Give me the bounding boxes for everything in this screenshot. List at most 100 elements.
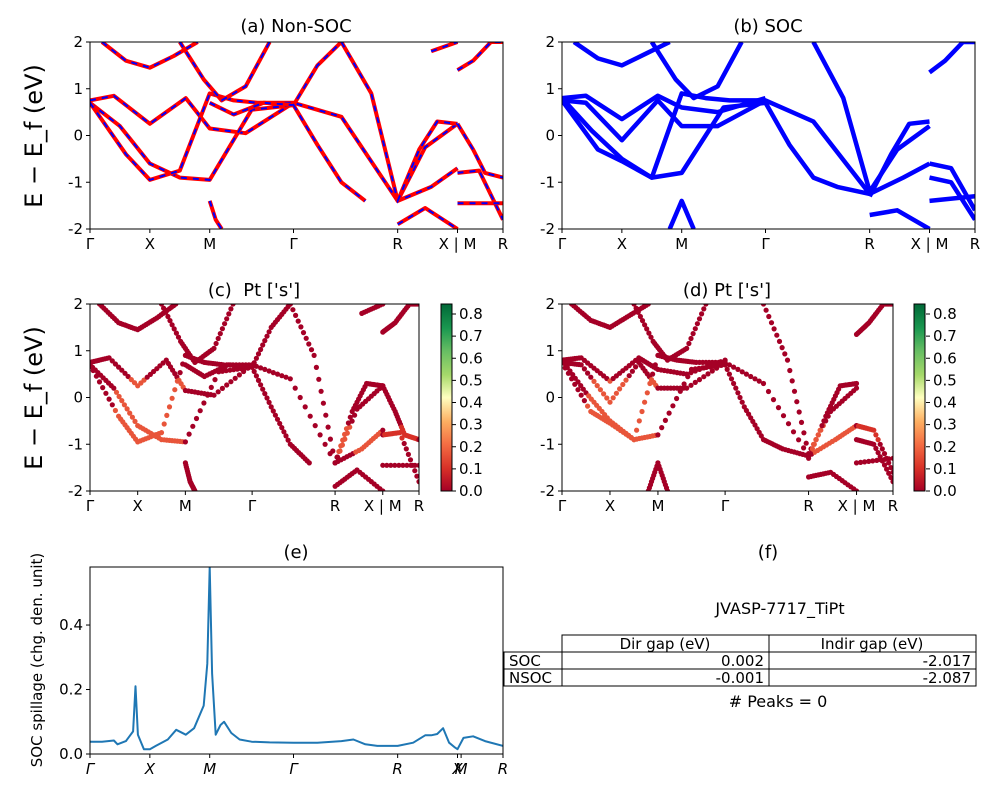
band-point <box>228 306 234 312</box>
band-point <box>407 457 414 463</box>
y-tick-label: 0 <box>545 127 555 145</box>
band-point <box>572 381 578 387</box>
panel-f-title: (f) <box>758 542 778 563</box>
band-point <box>790 429 797 435</box>
band-point <box>886 470 892 476</box>
band-line <box>90 91 459 203</box>
band-point <box>739 399 745 405</box>
band-point <box>113 389 120 395</box>
band-point <box>122 370 128 376</box>
band-line <box>456 42 503 72</box>
y-tick-label: 0.2 <box>59 681 83 699</box>
band-point <box>412 468 418 474</box>
panel-b-soc: (b) SOC -2 -1 0 1 2 Γ X M Γ R X | M R <box>540 16 980 253</box>
band-point <box>173 330 179 336</box>
x-tick-label: Γ <box>558 235 567 253</box>
band-point <box>253 373 259 379</box>
band-point <box>128 377 134 383</box>
band-point <box>594 383 600 389</box>
panel-b-bands <box>562 42 975 229</box>
colorbar-tick-label: 0.3 <box>933 416 957 434</box>
band-point <box>396 462 402 468</box>
band-point <box>578 392 584 398</box>
band-point <box>578 362 584 368</box>
band-point <box>588 374 594 380</box>
band-point <box>313 364 319 370</box>
y-tick-label: 0 <box>73 389 83 407</box>
colorbar-tick-label: 0.0 <box>459 482 483 500</box>
band-point <box>222 321 228 327</box>
band-point <box>724 366 730 372</box>
band-point <box>380 304 386 307</box>
band-point <box>733 385 739 391</box>
band-point <box>317 432 323 438</box>
band-point <box>212 377 218 383</box>
band-point <box>347 414 353 420</box>
band-point <box>664 488 671 491</box>
band-point <box>776 338 783 344</box>
band-point <box>262 391 268 397</box>
band-line <box>562 93 767 122</box>
table-header-dir-gap: Dir gap (eV) <box>620 635 711 653</box>
band-point <box>870 458 876 464</box>
band-point <box>190 423 196 429</box>
y-tick-label: 1 <box>545 342 555 360</box>
band-point <box>312 423 318 429</box>
panel-a-bands <box>90 42 503 229</box>
band-point <box>875 450 881 456</box>
x-tick-label: R <box>803 497 813 515</box>
band-point <box>890 455 893 461</box>
band-point <box>610 395 616 401</box>
band-point <box>201 400 207 406</box>
panel-a-y-ticks: -2 -1 0 1 2 <box>68 33 90 238</box>
band-point <box>684 385 690 391</box>
band-point <box>172 387 178 393</box>
band-point <box>258 382 264 388</box>
band-line <box>928 42 975 75</box>
panel-d-x-ticks: Γ X M Γ R X | M R <box>558 491 898 515</box>
y-tick-label: 0 <box>545 389 555 407</box>
band-point <box>116 393 122 400</box>
band-point <box>884 466 890 472</box>
band-point <box>192 488 198 491</box>
band-point <box>739 369 745 375</box>
band-point <box>763 307 769 313</box>
band-point <box>414 473 419 479</box>
band-point <box>90 362 93 368</box>
band-point <box>650 371 656 377</box>
band-line <box>208 42 343 117</box>
x-tick-label: R <box>970 235 980 253</box>
band-line-dash <box>178 42 271 102</box>
band-point <box>262 338 268 344</box>
x-tick-label: Γ <box>86 497 95 515</box>
band-line-dash <box>456 123 503 179</box>
band-point <box>416 462 419 468</box>
band-point <box>208 384 214 390</box>
panel-f-gap-table: (f) JVASP-7717_TiPt Dir gap (eV) Indir g… <box>503 542 977 711</box>
band-point <box>106 396 112 402</box>
panel-c-y-label: E − E_f (eV) <box>20 326 48 470</box>
band-point <box>232 375 238 381</box>
band-point <box>161 305 167 311</box>
colorbar-tick-label: 0.7 <box>933 327 957 345</box>
band-point <box>177 370 183 376</box>
band-point <box>743 371 750 377</box>
band-point <box>300 330 307 336</box>
band-point <box>659 425 665 431</box>
table-row-soc-label: SOC <box>509 652 541 670</box>
x-tick-label: Γ <box>761 235 770 253</box>
band-point <box>644 326 650 332</box>
x-tick-label: X <box>144 760 156 778</box>
colorbar-tick-label: 0.6 <box>933 349 957 367</box>
band-point <box>569 376 575 382</box>
band-point <box>224 316 230 322</box>
band-point <box>666 410 672 416</box>
band-point <box>890 479 893 485</box>
band-point <box>696 377 703 383</box>
y-tick-label: 1 <box>545 80 555 98</box>
spillage-line <box>90 567 503 751</box>
band-point <box>397 430 403 436</box>
band-line <box>929 194 975 204</box>
band-point <box>266 368 272 374</box>
